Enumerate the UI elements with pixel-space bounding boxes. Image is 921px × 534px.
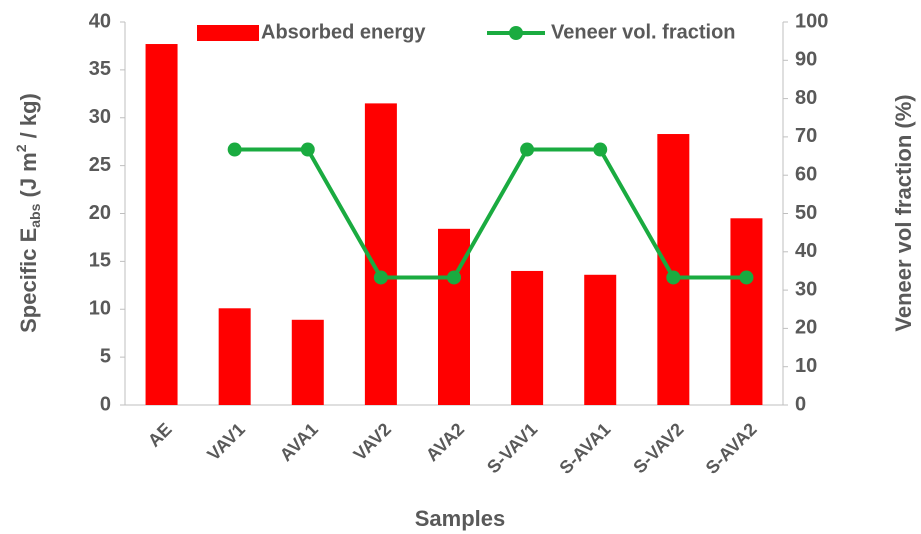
bar — [584, 274, 617, 405]
legend-marker — [509, 26, 523, 40]
y2-tick-label: 0 — [795, 393, 806, 415]
x-tick-label: VAV1 — [203, 419, 249, 465]
legend-label: Veneer vol. fraction — [551, 21, 736, 43]
bar — [511, 270, 544, 405]
y2-tick-label: 20 — [795, 317, 817, 339]
y-label-part: (J m — [16, 152, 41, 203]
x-tick-label: AVA2 — [422, 419, 468, 465]
bar — [657, 134, 690, 405]
y-tick-label: 20 — [89, 202, 111, 224]
x-axis-label: Samples — [415, 506, 506, 531]
y-tick-label: 40 — [89, 10, 111, 32]
marker — [593, 142, 608, 157]
bar — [145, 44, 178, 406]
y-tick-label: 0 — [100, 393, 111, 415]
bar — [218, 308, 251, 405]
marker — [520, 142, 535, 157]
y-tick-label: 35 — [89, 58, 111, 80]
y2-tick-label: 10 — [795, 355, 817, 377]
y2-tick-label: 100 — [795, 10, 828, 32]
y2-tick-label: 90 — [795, 49, 817, 71]
y2-tick-label: 80 — [795, 87, 817, 109]
y2-tick-label: 30 — [795, 278, 817, 300]
legend-label: Absorbed energy — [261, 21, 426, 43]
y-label-part: Specific E — [16, 228, 41, 333]
y-axis-label: Specific Eabs (J m2 / kg) — [13, 93, 43, 333]
x-tick-label: S-VAV2 — [629, 419, 687, 477]
marker — [227, 142, 242, 157]
y2-tick-label: 60 — [795, 163, 817, 185]
marker — [300, 142, 315, 157]
x-tick-label: S-AVA1 — [555, 419, 614, 478]
bar — [291, 319, 324, 405]
y2-tick-label: 40 — [795, 240, 817, 262]
y-label-sup: 2 — [13, 144, 29, 152]
x-tick-label: AVA1 — [276, 419, 322, 465]
y-tick-label: 30 — [89, 106, 111, 128]
legend-swatch — [197, 25, 259, 41]
y-tick-label: 5 — [100, 345, 111, 367]
marker — [447, 270, 461, 285]
y2-tick-label: 70 — [795, 125, 817, 147]
x-tick-label: AE — [144, 419, 176, 451]
x-tick-label: S-VAV1 — [483, 419, 541, 477]
bar — [730, 218, 763, 405]
y2-axis-label: Veneer vol fraction (%) — [891, 94, 916, 331]
y-tick-label: 25 — [89, 154, 111, 176]
bar — [364, 103, 397, 405]
y-tick-label: 10 — [89, 298, 111, 320]
marker — [373, 270, 388, 285]
y-label-sub: abs — [27, 203, 43, 227]
y-tick-label: 15 — [89, 250, 111, 272]
x-tick-label: VAV2 — [350, 419, 396, 465]
y2-tick-label: 50 — [795, 202, 817, 224]
x-tick-label: S-AVA2 — [702, 419, 761, 478]
y-label-part: / kg) — [16, 93, 41, 144]
marker — [739, 270, 754, 285]
line — [234, 147, 747, 280]
marker — [666, 270, 681, 285]
